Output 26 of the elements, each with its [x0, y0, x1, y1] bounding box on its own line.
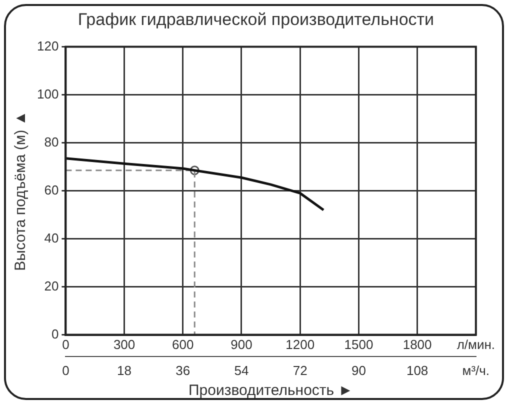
- x-tick-label: л/мин.: [456, 337, 495, 352]
- x-tick-label: 600: [172, 337, 194, 352]
- x2-tick-label: 18: [117, 362, 132, 378]
- x-tick-label: 900: [230, 337, 252, 352]
- x2-tick-label: 108: [406, 362, 428, 378]
- x-tick-label: 0: [62, 337, 70, 352]
- x-tick-label: 1800: [402, 337, 432, 352]
- x2-tick-label: 54: [234, 362, 249, 378]
- x-axis-title: Производительность ►: [188, 382, 354, 400]
- y-tick-label: 60: [44, 182, 59, 198]
- x2-tick-label: м³/ч.: [462, 362, 490, 378]
- y-tick-label: 80: [44, 134, 59, 150]
- x-tick-label: 1500: [344, 337, 374, 352]
- x2-tick-label: 0: [62, 362, 70, 378]
- x-tick-label: 300: [113, 337, 136, 352]
- y-tick-label: 20: [44, 278, 59, 294]
- y-axis-title: Высота подъёма (м) ▲: [12, 110, 30, 271]
- x2-tick-label: 90: [351, 362, 366, 378]
- y-tick-label: 120: [36, 38, 59, 54]
- x-tick-label: 1200: [286, 337, 315, 352]
- y-tick-label: 100: [36, 86, 59, 102]
- x2-tick-label: 36: [176, 362, 190, 378]
- x2-tick-label: 72: [292, 362, 308, 378]
- y-tick-label: 40: [44, 230, 59, 246]
- chart-title: График гидравлической производительности: [76, 10, 436, 30]
- y-tick-label: 0: [51, 326, 59, 342]
